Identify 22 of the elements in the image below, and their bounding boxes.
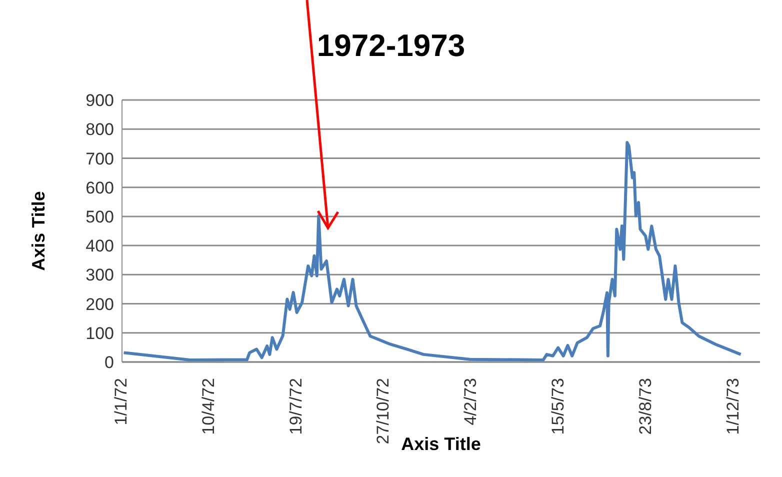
x-axis-title: Axis Title (401, 434, 481, 454)
x-tick-label: 23/8/73 (636, 378, 655, 435)
x-tick-label: 19/7/72 (286, 378, 306, 435)
y-tick-label: 0 (104, 353, 114, 372)
y-tick-label: 200 (86, 294, 114, 314)
y-tick-label: 300 (86, 266, 114, 285)
y-tick-label: 100 (86, 324, 114, 343)
y-axis-title: Axis Title (28, 191, 48, 271)
x-tick-label: 27/10/72 (374, 378, 393, 444)
y-tick-label: 700 (86, 149, 114, 168)
x-tick-label: 4/2/73 (461, 378, 480, 426)
x-tick-label: 15/5/73 (548, 378, 568, 435)
y-tick-label: 900 (86, 91, 114, 110)
x-tick-label: 10/4/72 (198, 378, 218, 435)
chart-title: 1972-1973 (316, 28, 466, 64)
y-tick-label: 600 (86, 178, 114, 198)
x-tick-label: 1/12/73 (723, 378, 742, 435)
y-tick-label: 800 (86, 120, 114, 140)
x-tick-label: 1/1/72 (111, 378, 130, 426)
y-tick-label: 400 (86, 236, 114, 256)
y-tick-label: 500 (86, 207, 114, 226)
line-series (122, 141, 742, 362)
